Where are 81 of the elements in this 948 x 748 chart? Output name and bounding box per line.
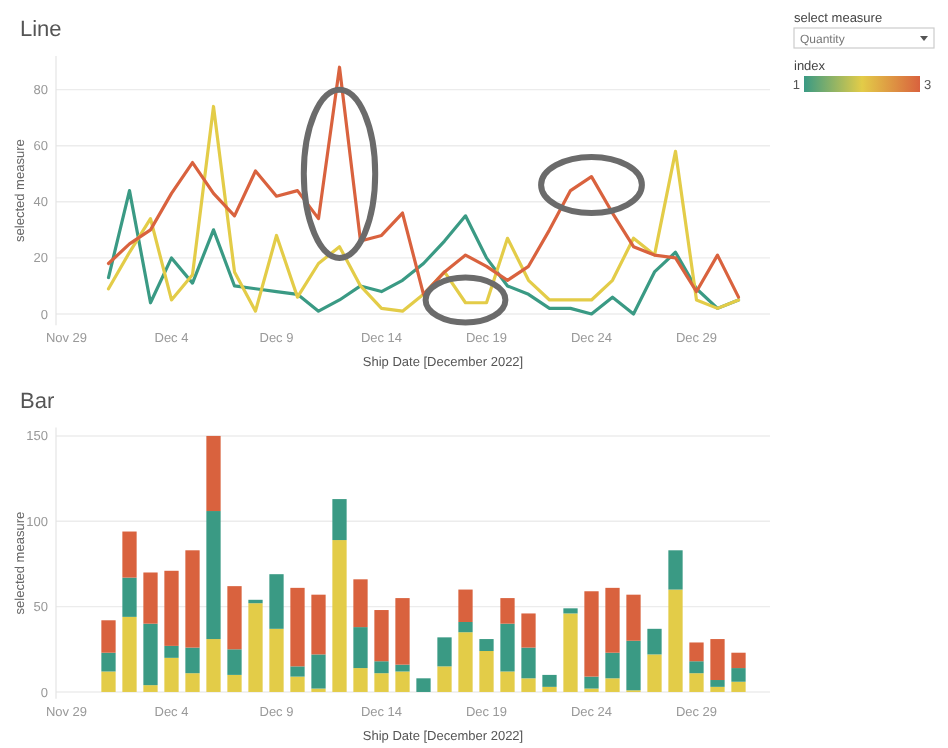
bar: [563, 613, 578, 692]
bar: [710, 686, 725, 692]
line-series: [106, 65, 741, 299]
bar: [248, 603, 263, 692]
bar: [710, 639, 725, 681]
bar: [584, 591, 599, 677]
bar: [689, 673, 704, 692]
bar: [395, 598, 410, 665]
bar: [521, 678, 536, 692]
bar: [605, 652, 620, 679]
bar: [500, 598, 515, 624]
bar: [164, 657, 179, 692]
bar: [290, 587, 305, 667]
bar: [395, 671, 410, 692]
bar: [542, 674, 557, 687]
bar: [269, 574, 284, 629]
bar: [227, 586, 242, 650]
bar: [626, 594, 641, 641]
bar: [689, 642, 704, 662]
bar: [206, 435, 221, 512]
bar: [437, 666, 452, 692]
bar: [605, 587, 620, 653]
bar: [647, 628, 662, 655]
bar: [605, 678, 620, 692]
bar: [122, 616, 137, 692]
bar: [143, 685, 158, 692]
bar: [374, 673, 389, 692]
bar: [479, 651, 494, 692]
bar: [479, 639, 494, 652]
bar: [185, 647, 200, 674]
bar: [353, 579, 368, 628]
bar: [626, 640, 641, 691]
bar: [143, 623, 158, 686]
bar: [374, 661, 389, 674]
bar: [668, 550, 683, 590]
bar: [122, 531, 137, 578]
bar: [731, 668, 746, 682]
bar: [143, 572, 158, 624]
bar: [227, 674, 242, 692]
chart-title: Bar: [20, 390, 55, 414]
bar: [500, 671, 515, 692]
bar: [668, 589, 683, 692]
bar: [311, 654, 326, 689]
bar: [101, 620, 116, 653]
bar: [437, 637, 452, 667]
bar: [332, 540, 347, 692]
bar: [101, 671, 116, 692]
bar: [185, 673, 200, 692]
bar: [164, 570, 179, 646]
bar: [311, 594, 326, 655]
bar: [584, 676, 599, 689]
bar: [458, 589, 473, 622]
bar: [395, 664, 410, 672]
bar: [164, 645, 179, 658]
bar: [458, 621, 473, 633]
bar: [353, 627, 368, 669]
bar: [290, 676, 305, 692]
bar: [185, 550, 200, 648]
chart-title: Line: [20, 18, 62, 42]
bar: [563, 608, 578, 614]
bar: [374, 610, 389, 662]
bar: [101, 652, 116, 672]
bar: [416, 678, 431, 692]
bar: [710, 680, 725, 687]
bar: [353, 668, 368, 692]
bar: [731, 681, 746, 692]
bar: [689, 661, 704, 674]
bar: [290, 666, 305, 677]
bar: [500, 623, 515, 672]
bar: [458, 632, 473, 692]
bar: [206, 639, 221, 692]
bar: [521, 613, 536, 648]
bar: [269, 628, 284, 692]
bar: [227, 649, 242, 675]
bar: [731, 652, 746, 669]
bar: [206, 511, 221, 640]
bar: [521, 647, 536, 679]
bar: [332, 499, 347, 541]
bar: [647, 654, 662, 692]
bar: [122, 577, 137, 617]
bar: [542, 686, 557, 692]
